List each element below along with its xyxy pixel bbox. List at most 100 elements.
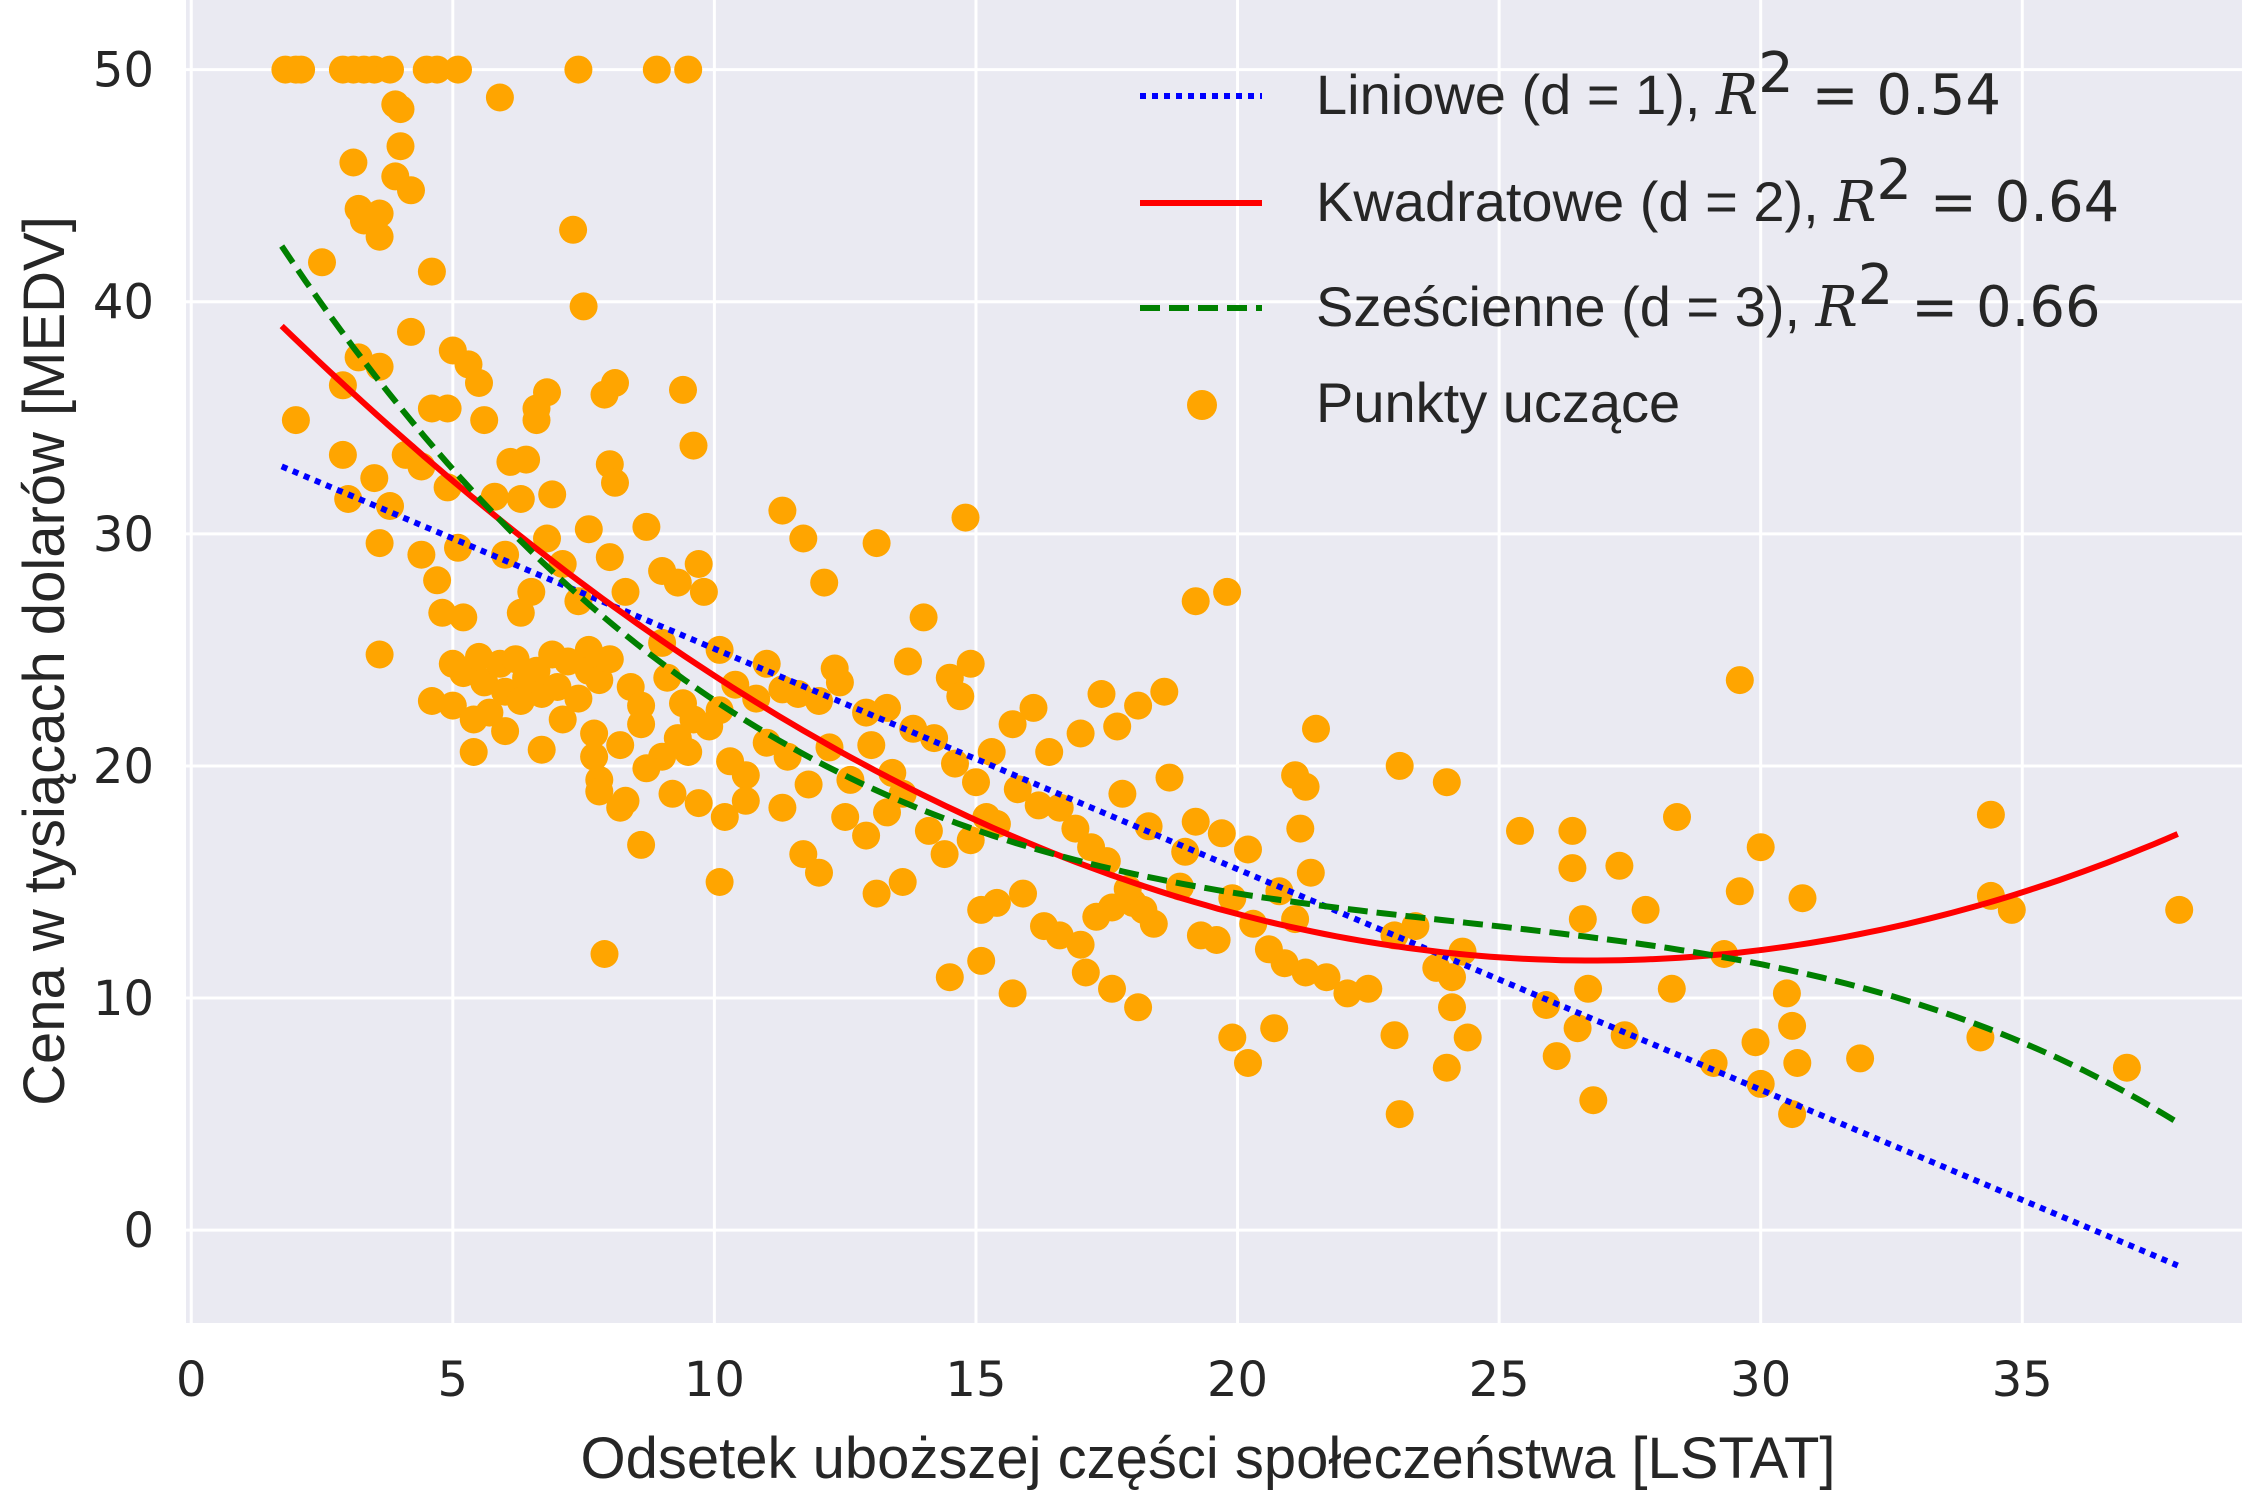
data-point-38: [601, 369, 629, 397]
legend-label-linear: Liniowe (d = 1), R2 = 0.54: [1316, 41, 2001, 128]
data-point-272: [1657, 974, 1686, 1003]
data-point-2: [287, 55, 316, 84]
data-point-277: [1746, 1069, 1775, 1098]
data-point-220: [1291, 958, 1320, 987]
data-point-197: [585, 777, 614, 806]
data-point-70: [491, 540, 520, 569]
data-point-290: [2112, 1053, 2141, 1082]
data-point-120: [805, 687, 833, 715]
data-point-124: [894, 647, 922, 676]
data-point-180: [852, 821, 881, 850]
data-point-179: [831, 803, 860, 831]
data-point-18: [339, 148, 368, 177]
data-point-20: [397, 176, 425, 205]
data-point-58: [538, 480, 567, 509]
data-point-183: [914, 816, 943, 845]
data-point-282: [1772, 979, 1801, 1008]
legend-label-points: Punkty uczące: [1316, 371, 1680, 434]
fit-line-1: [279, 323, 2179, 964]
data-point-166: [1213, 577, 1242, 606]
data-point-222: [1333, 979, 1362, 1008]
data-point-208: [1066, 930, 1095, 959]
data-point-42: [433, 394, 462, 423]
data-point-250: [1124, 993, 1153, 1022]
data-point-177: [789, 840, 818, 869]
data-point-243: [1432, 768, 1461, 797]
data-point-189: [1045, 793, 1074, 822]
data-point-10: [444, 55, 472, 84]
data-point-281: [1788, 884, 1817, 913]
data-point-131: [475, 698, 504, 727]
legend-swatch-points: [1187, 390, 1217, 420]
y-tick-label-0: 0: [123, 1203, 154, 1259]
data-point-246: [967, 946, 996, 975]
y-tick-label-40: 40: [93, 275, 154, 331]
data-point-284: [1746, 833, 1775, 862]
data-point-173: [684, 789, 713, 818]
data-point-14: [485, 83, 514, 112]
scatter-points: [271, 55, 2194, 1129]
data-point-68: [407, 540, 436, 569]
data-point-40: [281, 406, 310, 435]
data-point-75: [684, 550, 713, 578]
x-axis-label: Odsetek uboższej części społeczeństwa [L…: [580, 1426, 1835, 1491]
x-tick-label-15: 15: [945, 1352, 1006, 1408]
data-point-126: [946, 682, 975, 711]
data-point-200: [705, 868, 734, 896]
data-point-210: [1098, 893, 1126, 922]
data-point-268: [1563, 1014, 1592, 1043]
data-point-96: [470, 668, 499, 697]
data-point-152: [899, 714, 928, 743]
data-point-172: [658, 779, 687, 808]
data-point-24: [365, 222, 394, 251]
x-tick-label-25: 25: [1469, 1352, 1530, 1408]
y-axis-label: Cena w tysiącach dolarów [MEDV]: [12, 216, 77, 1106]
data-point-264: [1631, 895, 1660, 924]
data-point-123: [873, 693, 901, 722]
data-point-82: [810, 568, 839, 597]
data-point-280: [1783, 1049, 1812, 1077]
data-point-150: [857, 731, 886, 760]
data-point-190: [1061, 814, 1090, 843]
data-point-132: [491, 717, 520, 746]
data-point-174: [710, 803, 739, 831]
data-point-26: [308, 248, 336, 277]
x-tick-label-35: 35: [1992, 1352, 2053, 1408]
data-point-67: [365, 529, 394, 558]
y-tick-labels: 0 10 20 30 40 50: [93, 43, 154, 1260]
fit-lines: [279, 244, 2180, 1269]
data-point-196: [1181, 807, 1210, 836]
data-point-79: [611, 577, 640, 606]
data-point-34: [438, 336, 467, 365]
data-point-128: [417, 687, 446, 715]
data-point-165: [1181, 587, 1210, 616]
data-point-153: [920, 724, 949, 753]
data-point-175: [731, 786, 760, 815]
data-point-43: [470, 406, 499, 435]
data-point-283: [1725, 666, 1754, 695]
data-point-105: [553, 647, 582, 676]
data-point-176: [768, 793, 797, 822]
data-point-65: [862, 529, 891, 558]
data-point-199: [627, 830, 656, 859]
data-point-81: [689, 577, 718, 606]
data-point-194: [1134, 812, 1163, 841]
data-point-12: [642, 55, 671, 84]
data-point-39: [669, 375, 697, 404]
data-point-157: [998, 710, 1027, 739]
data-point-240: [1281, 761, 1310, 790]
data-point-146: [773, 742, 802, 771]
data-point-135: [548, 705, 577, 734]
x-tick-label-30: 30: [1730, 1352, 1791, 1408]
data-point-23: [365, 199, 394, 228]
data-point-260: [1558, 816, 1587, 845]
data-point-134: [527, 735, 556, 764]
data-point-237: [1296, 858, 1325, 887]
data-point-63: [768, 496, 797, 525]
data-point-249: [1098, 974, 1126, 1003]
x-tick-label-20: 20: [1207, 1352, 1268, 1408]
data-point-141: [674, 738, 703, 766]
data-point-241: [1302, 714, 1330, 743]
data-point-254: [1380, 1021, 1409, 1050]
data-point-104: [543, 673, 572, 701]
